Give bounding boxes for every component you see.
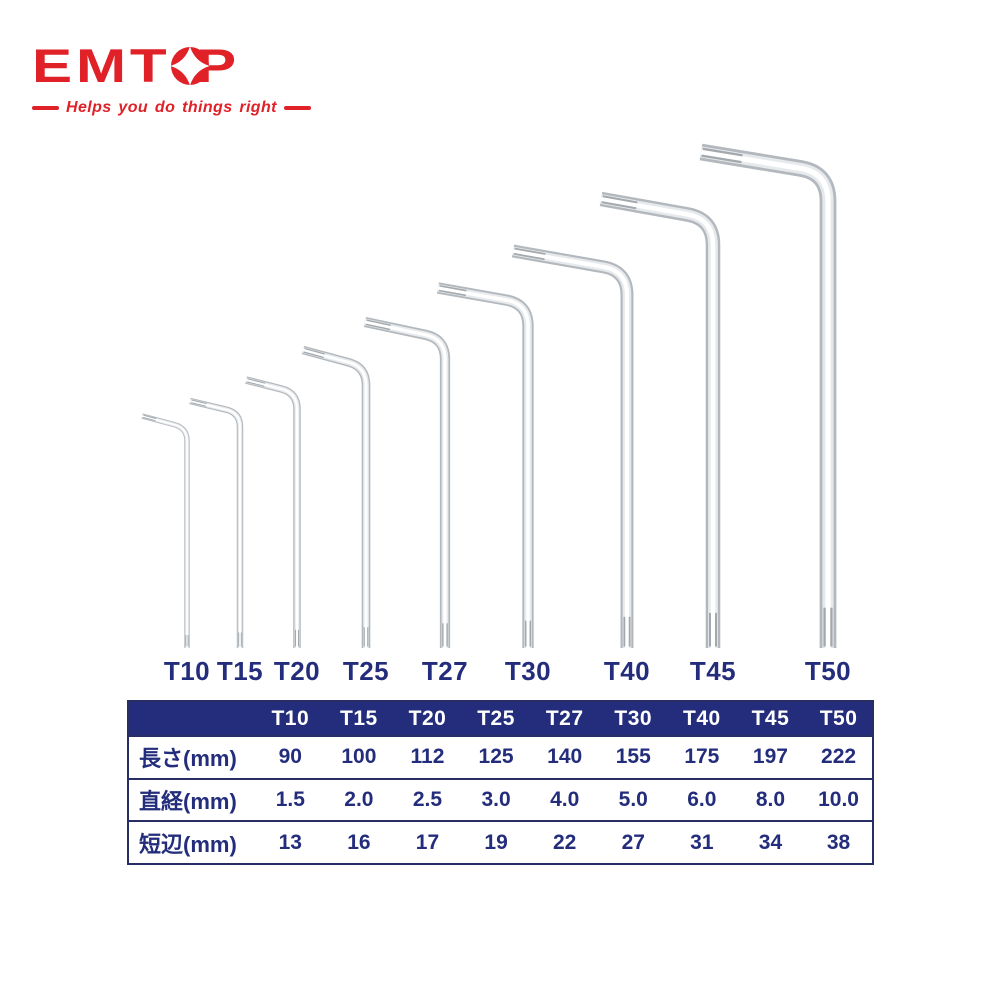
torx-flute [247,378,266,384]
torx-flute [601,201,637,210]
row-label: 直経(mm) [139,788,237,814]
table-cell: 5.0 [618,787,648,811]
table-cell: 90 [278,745,302,769]
torx-key-set-image [141,143,837,648]
spec-row-0: 長さ(mm) 90 100 112 125 140 155 175 197 222 [128,736,874,779]
wrench-label-T10: T10 [163,656,211,686]
torx-key-T40 [511,244,634,648]
table-cell: 175 [684,745,720,769]
torx-flute [191,399,207,405]
spec-table: T10 T15 T20 T25 T27 T30 T40 T45 T50 長さ(mm) 90 100 1… [127,700,875,865]
brand-tagline: Helps you do things right [32,99,311,117]
torx-flute [143,414,157,420]
table-cell: 19 [484,830,508,854]
spec-table-header-row: T10 T15 T20 T25 T27 T30 T40 T45 T50 [128,701,874,736]
column-header-T15: T15 [324,701,394,736]
torx-flute [513,252,545,261]
torx-flute [514,247,546,255]
table-cell: 16 [347,830,371,854]
table-cell: 140 [547,745,583,769]
tagline-right-dash [283,106,311,110]
table-cell: 222 [821,745,857,769]
emtop-logo: EMT P Helps you do things right [32,39,311,117]
table-cell: 2.0 [344,787,374,811]
column-header-T10: T10 [256,701,325,736]
torx-flute [439,285,467,292]
table-cell: 10.0 [818,787,859,811]
torx-flute [701,154,742,164]
table-cell: 22 [552,830,577,854]
brand-wordmark: EMT P [32,39,311,92]
wrench-label-T40: T40 [603,656,651,686]
spec-row-2: 短辺(mm) 13 16 17 19 22 27 31 34 38 [128,821,874,864]
table-cell: 17 [415,830,440,854]
column-header-T40: T40 [667,701,737,736]
torx-key-T20 [245,376,301,648]
column-header-T27: T27 [530,701,599,736]
wrench-label-T50: T50 [804,656,852,686]
table-cell: 27 [621,830,645,854]
phillips-screw-o-icon [170,46,210,86]
wrench-label-T15: T15 [216,656,264,686]
column-header-T20: T20 [393,701,462,736]
tagline-text: Helps you do things right [66,99,277,116]
table-cell: 3.0 [481,787,511,811]
torx-key-T15 [189,397,244,648]
table-cell: 197 [752,745,788,769]
table-cell: 31 [690,830,714,854]
wrench-label-T45: T45 [689,656,737,686]
row-label: 長さ(mm) [139,746,237,772]
torx-flute [304,348,325,355]
row-label: 短辺(mm) [139,831,237,857]
column-header-T50: T50 [804,701,874,736]
torx-key-T30 [437,282,534,648]
torx-flute [142,416,156,422]
torx-flute [366,319,391,326]
table-cell: 2.5 [412,787,443,811]
torx-key-T27 [363,316,451,648]
table-cell: 6.0 [687,787,717,811]
table-cell: 4.0 [550,787,580,811]
wrench-label-T20: T20 [273,656,321,686]
column-header-T30: T30 [598,701,668,736]
torx-flute [190,402,207,407]
tagline-left-dash [32,106,59,110]
table-cell: 13 [278,830,302,854]
torx-flute [438,289,466,297]
table-cell: 125 [478,745,514,769]
table-cell: 112 [410,745,445,769]
torx-flute [702,147,743,157]
table-cell: 1.5 [275,787,305,811]
table-cell: 34 [758,830,783,854]
table-cell: 100 [341,745,377,769]
torx-key-T45 [599,191,721,648]
spec-row-1: 直経(mm) 1.5 2.0 2.5 3.0 4.0 5.0 6.0 8.0 10.0 [128,778,874,822]
column-header-T45: T45 [736,701,805,736]
wrench-label-T30: T30 [504,656,552,686]
torx-flute [602,195,638,204]
wrench-label-T27: T27 [421,656,469,686]
torx-flute [246,381,265,387]
brand-text-emt: EMT [32,39,171,92]
torx-key-T25 [301,345,371,648]
wrench-label-T25: T25 [342,656,390,686]
table-cell: 8.0 [755,787,786,811]
torx-flute [303,351,324,358]
table-cell: 155 [615,745,651,769]
torx-key-T50 [699,143,837,648]
column-header-T25: T25 [461,701,531,736]
torx-flute [365,323,391,331]
table-corner-cell [128,701,256,736]
table-cell: 38 [826,830,851,854]
torx-key-T10 [141,413,190,648]
